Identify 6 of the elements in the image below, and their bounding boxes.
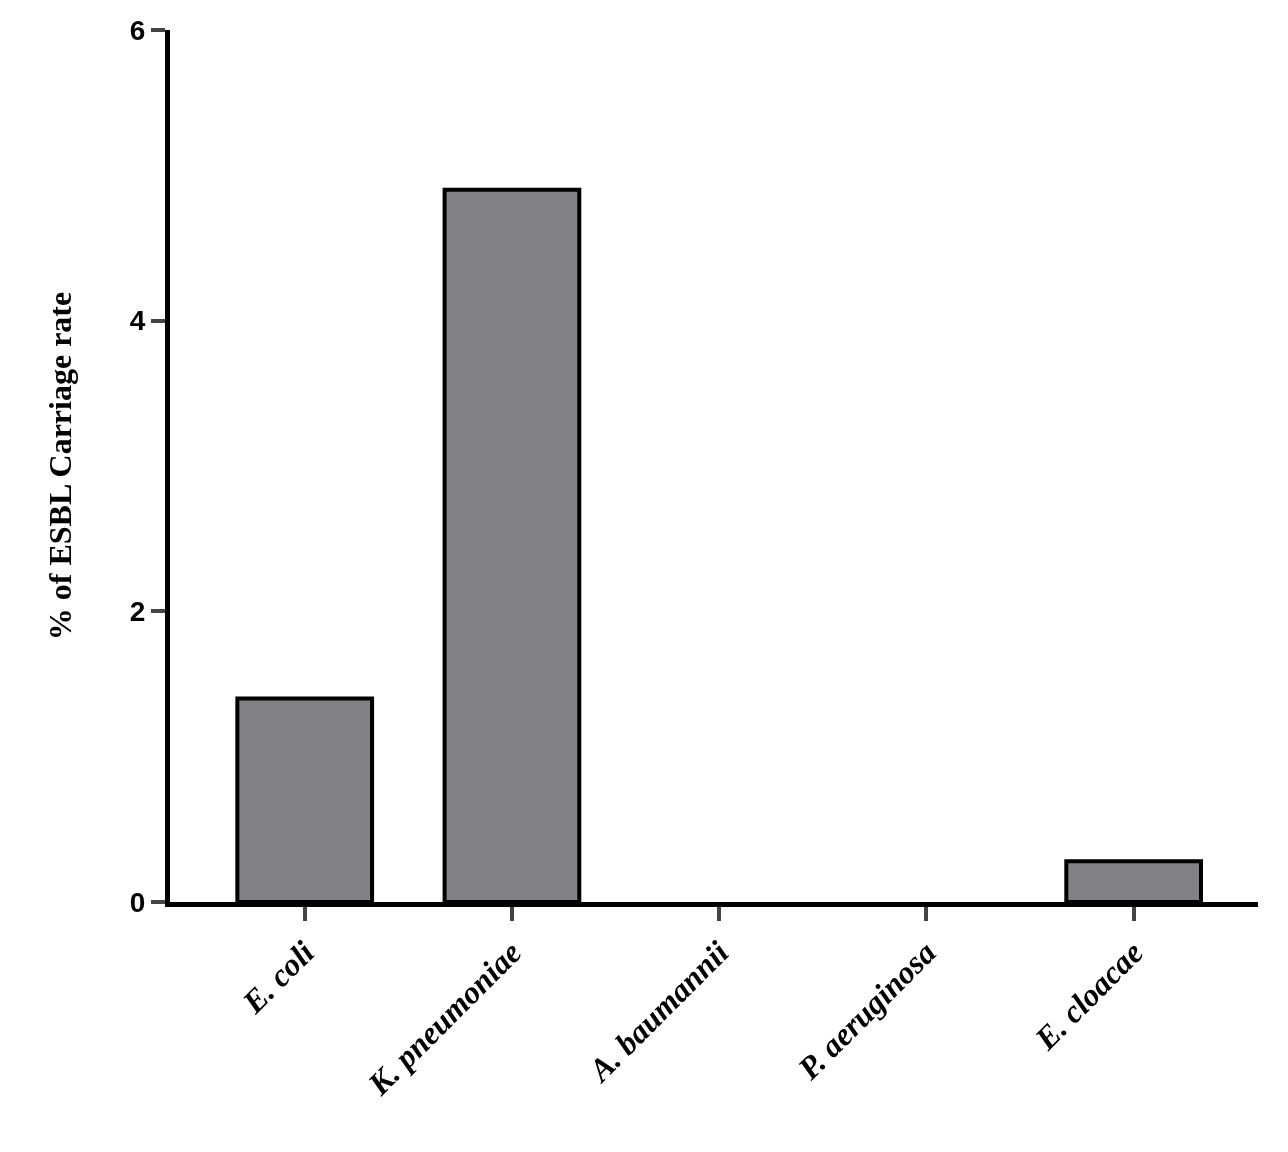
y-tick-label: 6: [129, 14, 146, 46]
x-tick-label: E. coli: [234, 934, 322, 1021]
y-axis-title: % of ESBL Carriage rate: [42, 291, 79, 641]
y-tick-label: 4: [129, 305, 146, 337]
y-tick-label: 2: [129, 596, 146, 628]
y-tick-label: 0: [129, 886, 146, 918]
